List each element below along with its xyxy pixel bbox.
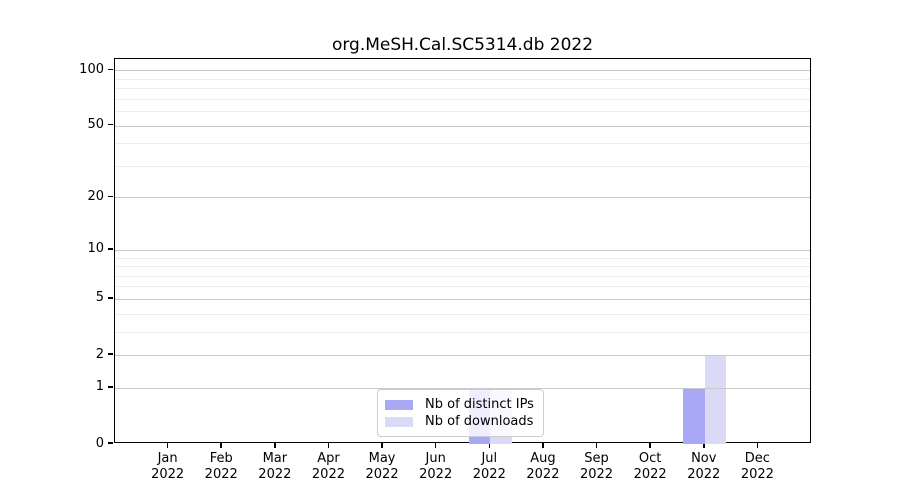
legend: Nb of distinct IPs Nb of downloads xyxy=(377,389,544,437)
y-tick-label: 20 xyxy=(87,188,104,204)
x-tick-label-aug: Aug 2022 xyxy=(511,451,575,483)
x-tick-year: 2022 xyxy=(151,467,185,482)
x-tick-label-oct: Oct 2022 xyxy=(618,451,682,483)
y-tick-mark xyxy=(108,442,113,444)
gridline-y-10 xyxy=(115,249,810,251)
x-tick-year: 2022 xyxy=(687,467,721,482)
x-tick-label-jul: Jul 2022 xyxy=(457,451,521,483)
x-tick-year: 2022 xyxy=(472,467,506,482)
y-tick-mark xyxy=(108,353,113,355)
x-tick-month: Dec xyxy=(744,451,770,466)
y-tick-mark xyxy=(108,248,113,250)
x-tick-mark xyxy=(649,443,651,448)
x-tick-year: 2022 xyxy=(311,467,345,482)
x-tick-label-sep: Sep 2022 xyxy=(565,451,629,483)
gridline-y-30 xyxy=(115,165,810,167)
x-tick-month: Oct xyxy=(638,451,662,466)
y-tick-label: 0 xyxy=(95,435,104,451)
gridline-y-2 xyxy=(115,355,810,357)
x-tick-year: 2022 xyxy=(740,467,774,482)
x-tick-mark xyxy=(381,443,383,448)
x-tick-month: Sep xyxy=(584,451,609,466)
gridline-y-3 xyxy=(115,331,810,333)
x-tick-year: 2022 xyxy=(365,467,399,482)
gridline-y-60 xyxy=(115,111,810,113)
x-tick-year: 2022 xyxy=(526,467,560,482)
y-tick-label: 5 xyxy=(95,290,104,306)
x-tick-label-feb: Feb 2022 xyxy=(189,451,253,483)
y-tick-label: 1 xyxy=(95,379,104,395)
x-tick-label-apr: Apr 2022 xyxy=(296,451,360,483)
gridline-y-70 xyxy=(115,98,810,100)
y-tick-mark xyxy=(108,68,113,71)
x-tick-label-jun: Jun 2022 xyxy=(404,451,468,483)
legend-swatch-downloads-icon xyxy=(385,416,413,427)
x-tick-month: Feb xyxy=(209,451,233,466)
x-tick-mark xyxy=(434,443,437,448)
x-tick-year: 2022 xyxy=(633,467,667,482)
legend-label: Nb of distinct IPs xyxy=(425,397,534,412)
gridline-y-100 xyxy=(115,70,810,72)
gridline-y-90 xyxy=(115,78,810,80)
x-tick-mark xyxy=(488,443,491,448)
x-tick-mark xyxy=(166,443,169,448)
gridline-y-20 xyxy=(115,197,810,199)
x-tick-month: May xyxy=(368,451,396,466)
gridline-y-40 xyxy=(115,143,810,145)
x-tick-mark xyxy=(327,443,330,448)
gridline-y-6 xyxy=(115,286,810,288)
legend-label: Nb of downloads xyxy=(425,414,534,429)
x-tick-year: 2022 xyxy=(579,467,614,482)
chart-title: org.MeSH.Cal.SC5314.db 2022 xyxy=(331,35,594,55)
plot-area xyxy=(114,58,811,444)
x-tick-month: Nov xyxy=(691,451,717,466)
x-tick-year: 2022 xyxy=(419,467,453,482)
gridline-y-50 xyxy=(115,125,810,127)
y-tick-mark xyxy=(108,195,113,198)
x-tick-mark xyxy=(220,443,222,448)
x-tick-month: Jun xyxy=(425,451,446,466)
x-tick-label-may: May 2022 xyxy=(350,451,414,483)
legend-item: Nb of downloads xyxy=(385,413,534,430)
x-tick-month: Mar xyxy=(262,451,288,466)
y-tick-label: 50 xyxy=(87,117,104,133)
gridline-y-1 xyxy=(115,387,810,389)
gridline-y-5 xyxy=(115,298,810,300)
x-tick-mark xyxy=(274,443,276,448)
y-tick-mark xyxy=(108,123,113,126)
gridline-y-9 xyxy=(115,257,810,259)
x-tick-month: Aug xyxy=(530,451,556,466)
y-tick-label: 100 xyxy=(79,61,104,77)
x-tick-month: Apr xyxy=(317,451,340,466)
legend-item: Nb of distinct IPs xyxy=(385,396,534,413)
x-tick-mark xyxy=(756,443,759,448)
y-tick-label: 2 xyxy=(95,346,104,362)
gridline-y-4 xyxy=(115,313,810,315)
legend-swatch-distinct-ips-icon xyxy=(385,399,413,410)
gridline-y-7 xyxy=(115,275,810,277)
x-tick-mark xyxy=(595,443,598,448)
y-tick-mark xyxy=(108,386,113,388)
x-tick-label-dec: Dec 2022 xyxy=(725,451,789,483)
bar-nb-of-downloads-nov xyxy=(704,355,727,444)
y-tick-mark xyxy=(108,297,113,299)
x-tick-mark xyxy=(703,443,705,448)
y-tick-label: 10 xyxy=(87,241,104,257)
x-tick-year: 2022 xyxy=(204,467,238,482)
x-tick-label-jan: Jan 2022 xyxy=(136,451,200,483)
x-tick-month: Jul xyxy=(481,451,498,466)
bar-nb-of-distinct-ips-nov xyxy=(683,387,705,444)
gridline-y-80 xyxy=(115,88,810,90)
gridline-y-8 xyxy=(115,266,810,268)
x-tick-year: 2022 xyxy=(258,467,292,482)
x-tick-mark xyxy=(542,443,544,448)
x-tick-label-nov: Nov 2022 xyxy=(672,451,736,483)
x-tick-label-mar: Mar 2022 xyxy=(243,451,307,483)
x-tick-month: Jan xyxy=(157,451,178,466)
